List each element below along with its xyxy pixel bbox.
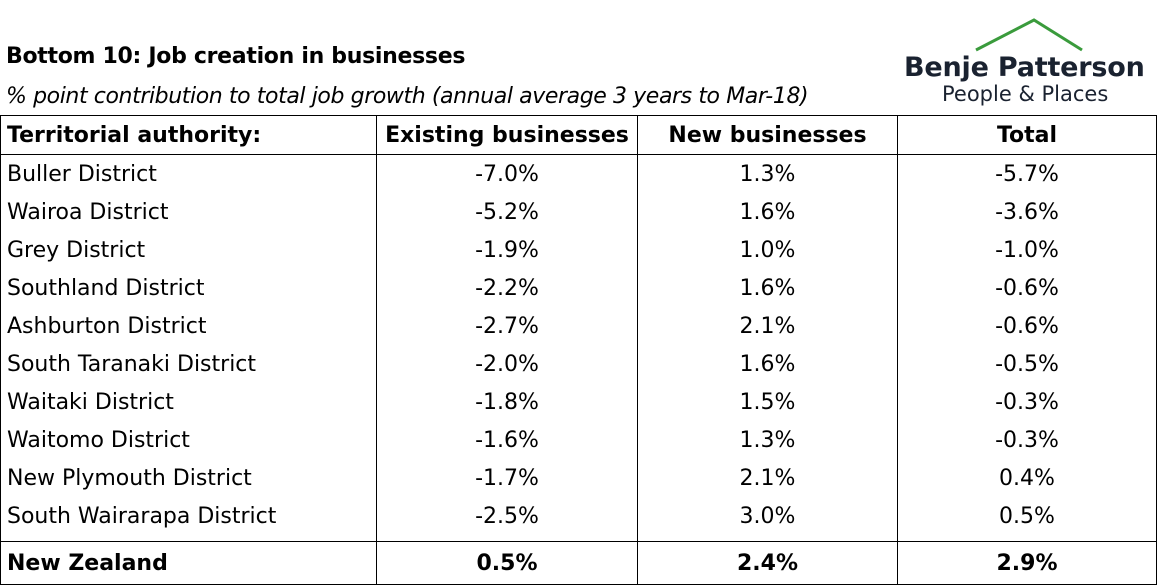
table-row: Grey District -1.9% 1.0% -1.0% xyxy=(0,231,1157,269)
new-value: 1.6% xyxy=(637,269,898,307)
total-value: -0.6% xyxy=(897,307,1157,345)
authority-name: Wairoa District xyxy=(0,193,377,231)
existing-value: -2.5% xyxy=(376,497,638,542)
logo-name: Benje Patterson xyxy=(904,52,1145,83)
existing-value: -1.6% xyxy=(376,421,638,459)
table-row: New Plymouth District -1.7% 2.1% 0.4% xyxy=(0,459,1157,497)
green-roof-icon xyxy=(975,18,1083,52)
table-row: Wairoa District -5.2% 1.6% -3.6% xyxy=(0,193,1157,231)
table-row: Buller District -7.0% 1.3% -5.7% xyxy=(0,154,1157,193)
existing-value: -2.0% xyxy=(376,345,638,383)
column-header: Existing businesses xyxy=(376,115,638,155)
new-value: 2.1% xyxy=(637,307,898,345)
total-value: -0.3% xyxy=(897,421,1157,459)
existing-value: -1.7% xyxy=(376,459,638,497)
table-row: Ashburton District -2.7% 2.1% -0.6% xyxy=(0,307,1157,345)
existing-value: -1.8% xyxy=(376,383,638,421)
table-row: Southland District -2.2% 1.6% -0.6% xyxy=(0,269,1157,307)
total-row-label: New Zealand xyxy=(0,541,377,585)
job-creation-table: Territorial authority: Existing business… xyxy=(0,115,1157,585)
table-subtitle: % point contribution to total job growth… xyxy=(6,84,809,109)
authority-name: Southland District xyxy=(0,269,377,307)
existing-total: 0.5% xyxy=(376,541,638,585)
new-total: 2.4% xyxy=(637,541,898,585)
existing-value: -7.0% xyxy=(376,154,638,193)
table-row: Waitomo District -1.6% 1.3% -0.3% xyxy=(0,421,1157,459)
authority-name: Waitomo District xyxy=(0,421,377,459)
header-row: Territorial authority: Existing business… xyxy=(0,115,1157,155)
authority-name: Waitaki District xyxy=(0,383,377,421)
total-row: New Zealand 0.5% 2.4% 2.9% xyxy=(0,541,1157,585)
table-row: South Wairarapa District -2.5% 3.0% 0.5% xyxy=(0,497,1157,542)
authority-name: South Wairarapa District xyxy=(0,497,377,542)
total-value: -3.6% xyxy=(897,193,1157,231)
new-value: 1.3% xyxy=(637,154,898,193)
brand-logo: Benje Patterson People & Places xyxy=(900,16,1152,112)
total-value: -5.7% xyxy=(897,154,1157,193)
new-value: 2.1% xyxy=(637,459,898,497)
total-value: -0.3% xyxy=(897,383,1157,421)
logo-tagline: People & Places xyxy=(942,82,1109,106)
total-value: 0.5% xyxy=(897,497,1157,542)
column-header: Total xyxy=(897,115,1157,155)
existing-value: -2.7% xyxy=(376,307,638,345)
authority-name: Buller District xyxy=(0,154,377,193)
existing-value: -5.2% xyxy=(376,193,638,231)
table-title: Bottom 10: Job creation in businesses xyxy=(6,44,466,69)
new-value: 1.0% xyxy=(637,231,898,269)
grand-total: 2.9% xyxy=(897,541,1157,585)
authority-name: South Taranaki District xyxy=(0,345,377,383)
total-value: -0.5% xyxy=(897,345,1157,383)
existing-value: -2.2% xyxy=(376,269,638,307)
total-value: -1.0% xyxy=(897,231,1157,269)
new-value: 1.6% xyxy=(637,345,898,383)
authority-name: Ashburton District xyxy=(0,307,377,345)
column-header: New businesses xyxy=(637,115,898,155)
new-value: 1.6% xyxy=(637,193,898,231)
total-value: 0.4% xyxy=(897,459,1157,497)
table-row: South Taranaki District -2.0% 1.6% -0.5% xyxy=(0,345,1157,383)
table-row: Waitaki District -1.8% 1.5% -0.3% xyxy=(0,383,1157,421)
column-header: Territorial authority: xyxy=(0,115,377,155)
total-value: -0.6% xyxy=(897,269,1157,307)
authority-name: New Plymouth District xyxy=(0,459,377,497)
new-value: 1.5% xyxy=(637,383,898,421)
authority-name: Grey District xyxy=(0,231,377,269)
existing-value: -1.9% xyxy=(376,231,638,269)
new-value: 1.3% xyxy=(637,421,898,459)
new-value: 3.0% xyxy=(637,497,898,542)
